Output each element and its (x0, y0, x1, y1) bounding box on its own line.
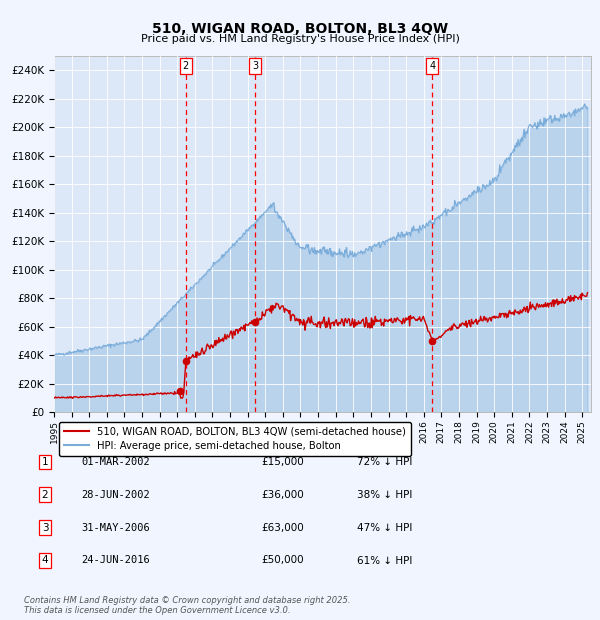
Text: 4: 4 (429, 61, 435, 71)
Text: 2: 2 (41, 490, 49, 500)
Text: Price paid vs. HM Land Registry's House Price Index (HPI): Price paid vs. HM Land Registry's House … (140, 34, 460, 44)
Text: 38% ↓ HPI: 38% ↓ HPI (357, 490, 412, 500)
Text: 01-MAR-2002: 01-MAR-2002 (81, 457, 150, 467)
Text: £50,000: £50,000 (261, 556, 304, 565)
Legend: 510, WIGAN ROAD, BOLTON, BL3 4QW (semi-detached house), HPI: Average price, semi: 510, WIGAN ROAD, BOLTON, BL3 4QW (semi-d… (59, 422, 411, 456)
Text: 1: 1 (41, 457, 49, 467)
Text: 61% ↓ HPI: 61% ↓ HPI (357, 556, 412, 565)
Text: 72% ↓ HPI: 72% ↓ HPI (357, 457, 412, 467)
Text: 510, WIGAN ROAD, BOLTON, BL3 4QW: 510, WIGAN ROAD, BOLTON, BL3 4QW (152, 22, 448, 36)
Text: 2: 2 (183, 61, 189, 71)
Text: 47% ↓ HPI: 47% ↓ HPI (357, 523, 412, 533)
Text: 3: 3 (41, 523, 49, 533)
Text: 31-MAY-2006: 31-MAY-2006 (81, 523, 150, 533)
Text: Contains HM Land Registry data © Crown copyright and database right 2025.
This d: Contains HM Land Registry data © Crown c… (24, 596, 350, 615)
Text: 4: 4 (41, 556, 49, 565)
Text: £63,000: £63,000 (261, 523, 304, 533)
Text: 28-JUN-2002: 28-JUN-2002 (81, 490, 150, 500)
Text: 3: 3 (252, 61, 258, 71)
Text: £36,000: £36,000 (261, 490, 304, 500)
Text: 24-JUN-2016: 24-JUN-2016 (81, 556, 150, 565)
Text: £15,000: £15,000 (261, 457, 304, 467)
